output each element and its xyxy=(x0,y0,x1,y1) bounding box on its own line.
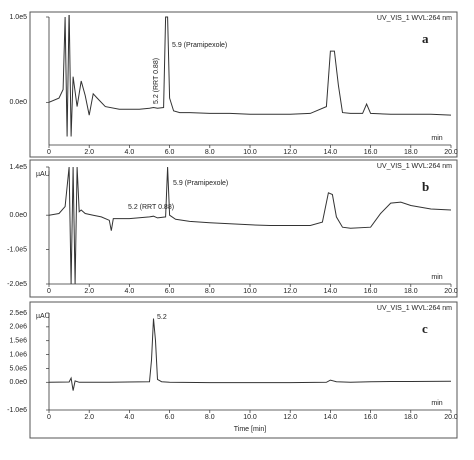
x-tick-label: 20.0 xyxy=(444,149,458,156)
peak-label: 5.9 (Pramipexole) xyxy=(173,180,228,187)
x-tick-label: 0 xyxy=(47,414,51,421)
x-tick-label: 8.0 xyxy=(205,149,215,156)
x-tick-label: 14.0 xyxy=(324,149,338,156)
x-tick-label: 10.0 xyxy=(243,414,257,421)
x-tick-label: 2.0 xyxy=(84,149,94,156)
peak-label: 5.9 (Pramipexole) xyxy=(172,42,227,49)
y-tick-label: 1.5e6 xyxy=(9,338,27,345)
x-tick-label: 12.0 xyxy=(283,149,297,156)
x-unit: min xyxy=(431,274,442,281)
y-tick-label: 5.0e5 xyxy=(9,365,27,372)
x-axis-label: Time [min] xyxy=(234,426,266,433)
panel-label: c xyxy=(422,321,428,336)
x-tick-label: 8.0 xyxy=(205,414,215,421)
y-tick-label: 0.0e0 xyxy=(9,379,27,386)
x-tick-label: 18.0 xyxy=(404,149,418,156)
x-tick-label: 20.0 xyxy=(444,288,458,295)
x-tick-label: 4.0 xyxy=(125,414,135,421)
x-tick-label: 4.0 xyxy=(125,288,135,295)
x-tick-label: 12.0 xyxy=(283,414,297,421)
x-tick-label: 10.0 xyxy=(243,149,257,156)
x-tick-label: 6.0 xyxy=(165,414,175,421)
trace xyxy=(49,15,451,137)
y-tick-label: 1.0e6 xyxy=(9,351,27,358)
peak-label: 5.2 xyxy=(157,314,167,321)
peak-label: 5.2 (RRT 0.88) xyxy=(128,204,174,211)
x-tick-label: 12.0 xyxy=(283,288,297,295)
x-tick-label: 16.0 xyxy=(364,414,378,421)
y-axis-label: µAU xyxy=(36,313,50,320)
y-tick-label: 0.0e0 xyxy=(9,99,27,106)
x-tick-label: 18.0 xyxy=(404,414,418,421)
x-tick-label: 8.0 xyxy=(205,288,215,295)
detector-label: UV_VIS_1 WVL:264 nm xyxy=(377,15,452,22)
panel-label: a xyxy=(422,31,429,46)
y-axis-label: µAU xyxy=(36,171,50,178)
y-tick-label: 2.5e6 xyxy=(9,310,27,317)
peak-label: 5.2 (RRT 0.88) xyxy=(153,58,160,104)
panel-frame xyxy=(29,159,458,298)
y-tick-label: 1.0e5 xyxy=(9,14,27,21)
x-tick-label: 2.0 xyxy=(84,414,94,421)
x-tick-label: 14.0 xyxy=(324,288,338,295)
y-tick-label: -1.0e5 xyxy=(7,246,27,253)
x-tick-label: 16.0 xyxy=(364,288,378,295)
detector-label: UV_VIS_1 WVL:264 nm xyxy=(377,305,452,312)
trace xyxy=(49,166,451,284)
x-tick-label: 6.0 xyxy=(165,149,175,156)
x-tick-label: 14.0 xyxy=(324,414,338,421)
x-tick-label: 20.0 xyxy=(444,414,458,421)
y-tick-label: 0.0e0 xyxy=(9,212,27,219)
panel-label: b xyxy=(422,179,429,194)
x-tick-label: 6.0 xyxy=(165,288,175,295)
x-tick-label: 10.0 xyxy=(243,288,257,295)
x-unit: min xyxy=(431,135,442,142)
x-unit: min xyxy=(431,400,442,407)
trace xyxy=(49,318,451,391)
x-tick-label: 16.0 xyxy=(364,149,378,156)
x-tick-label: 0 xyxy=(47,149,51,156)
y-tick-label: -1.0e6 xyxy=(7,407,27,414)
detector-label: UV_VIS_1 WVL:264 nm xyxy=(377,163,452,170)
panel-frame xyxy=(29,11,458,158)
x-tick-label: 0 xyxy=(47,288,51,295)
x-tick-label: 4.0 xyxy=(125,149,135,156)
y-tick-label: 1.4e5 xyxy=(9,164,27,171)
panel-frame xyxy=(29,301,458,439)
x-tick-label: 2.0 xyxy=(84,288,94,295)
y-tick-label: -2.0e5 xyxy=(7,281,27,288)
y-tick-label: 2.0e6 xyxy=(9,324,27,331)
x-tick-label: 18.0 xyxy=(404,288,418,295)
